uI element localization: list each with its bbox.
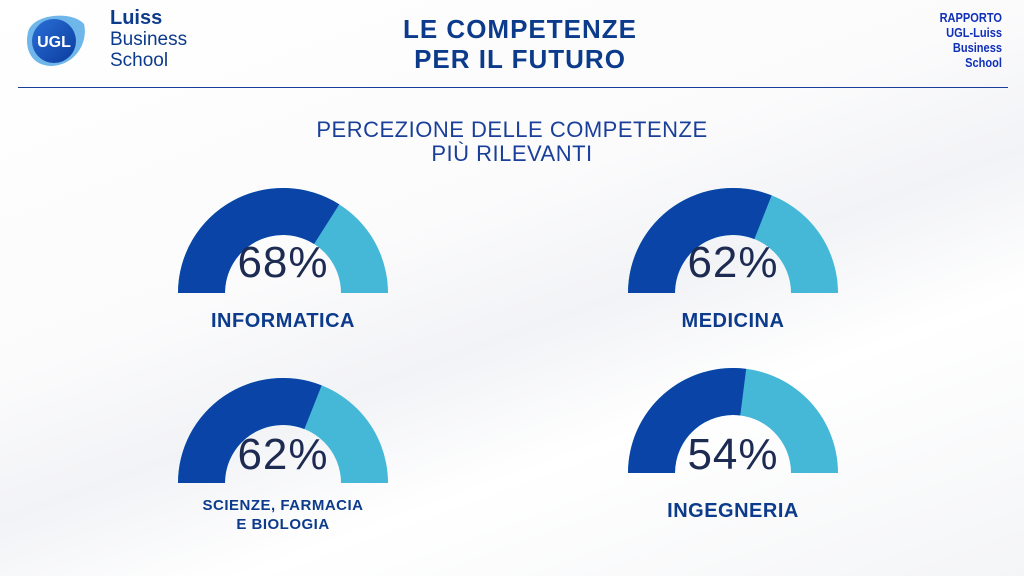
gauge-label: SCIENZE, FARMACIA E BIOLOGIA [138, 496, 428, 534]
header: UGL Luiss Business School LE COMPETENZE … [0, 0, 1024, 88]
gauge-label: MEDICINA [681, 310, 785, 332]
report-line-4: School [965, 55, 1002, 70]
luiss-line-2: Business [110, 29, 188, 50]
gauge-fill [178, 188, 340, 293]
gauge-scienze: 62% SCIENZE, FARMACIA E BIOLOGIA [178, 378, 398, 533]
chart-title-line-1: PERCEZIONE DELLE COMPETENZE [316, 117, 708, 142]
report-line-1: RAPPORTO [939, 10, 1002, 25]
header-divider [18, 87, 1008, 88]
gauge-label-line-1: SCIENZE, FARMACIA [202, 497, 364, 514]
gauge-value: 68% [237, 238, 329, 287]
report-line-3: Business [952, 40, 1002, 55]
gauge-chart-ingegneria [628, 368, 838, 473]
page-title: LE COMPETENZE PER IL FUTURO [340, 14, 700, 74]
gauge-chart-informatica [178, 188, 388, 293]
gauge-ingegneria: 54% INGEGNERIA [628, 368, 848, 522]
chart-title-line-2: PIÙ RILEVANTI [431, 141, 593, 166]
page-title-line-1: LE COMPETENZE [402, 14, 637, 44]
gauge-value: 62% [687, 238, 779, 287]
ugl-logo-text: UGL [37, 34, 71, 51]
gauge-fill [178, 378, 322, 483]
gauge-chart-scienze [178, 378, 388, 483]
gauge-informatica: 68% INFORMATICA [178, 188, 398, 332]
gauge-label: INFORMATICA [211, 310, 355, 332]
page-title-line-2: PER IL FUTURO [414, 44, 626, 74]
chart-title: PERCEZIONE DELLE COMPETENZE PIÙ RILEVANT… [200, 118, 824, 166]
gauge-fill [628, 368, 747, 473]
gauge-label: INGEGNERIA [667, 500, 799, 522]
gauge-value: 54% [687, 430, 779, 479]
report-line-2: UGL-Luiss [946, 25, 1002, 40]
gauge-value: 62% [237, 430, 329, 479]
gauge-fill [628, 188, 772, 293]
ugl-logo: UGL [27, 15, 85, 66]
gauge-chart-medicina [628, 188, 838, 293]
luiss-line-1: Luiss [110, 7, 163, 29]
report-label: RAPPORTO UGL-Luiss Business School [926, 10, 1002, 70]
luiss-logo-text: Luiss Business School [110, 7, 188, 72]
gauge-medicina: 62% MEDICINA [628, 188, 848, 332]
luiss-line-3: School [110, 50, 169, 71]
gauge-label-line-2: E BIOLOGIA [236, 516, 330, 533]
